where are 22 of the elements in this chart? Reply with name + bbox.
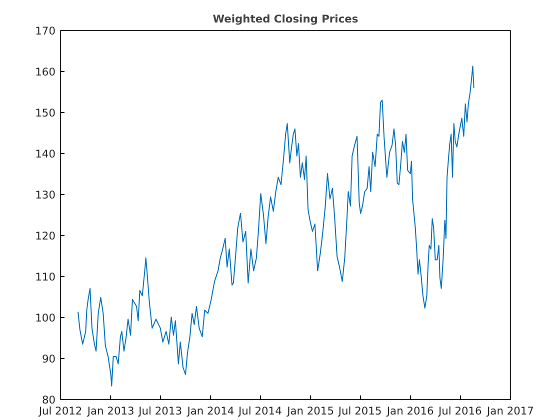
y-tick-label: 160 xyxy=(35,66,56,78)
x-tick-label: Jul 2016 xyxy=(437,404,482,418)
x-tick-label: Jan 2016 xyxy=(386,404,434,418)
x-tick-label: Jul 2013 xyxy=(138,404,182,418)
y-tick-label: 150 xyxy=(35,106,56,120)
x-tick-label: Jan 2017 xyxy=(486,404,534,418)
y-tick-label: 170 xyxy=(35,24,56,38)
x-tick-label: Jul 2015 xyxy=(337,404,382,418)
y-tick-label: 140 xyxy=(35,148,56,160)
y-tick-label: 90 xyxy=(42,352,56,366)
x-tick-label: Jul 2014 xyxy=(238,404,282,418)
x-tick-label: Jul 2012 xyxy=(38,404,82,418)
y-tick-label: 130 xyxy=(35,188,56,202)
y-tick-label: 110 xyxy=(35,270,56,284)
y-tick-label: 120 xyxy=(35,230,56,242)
chart-title: Weighted Closing Prices xyxy=(212,12,358,26)
x-tick-label: Jan 2014 xyxy=(186,404,234,418)
line-series xyxy=(78,66,474,386)
y-tick-label: 100 xyxy=(35,312,56,324)
x-tick-label: Jan 2013 xyxy=(86,404,134,418)
y-tick-label: 80 xyxy=(42,394,56,406)
x-tick-label: Jan 2015 xyxy=(286,404,334,418)
